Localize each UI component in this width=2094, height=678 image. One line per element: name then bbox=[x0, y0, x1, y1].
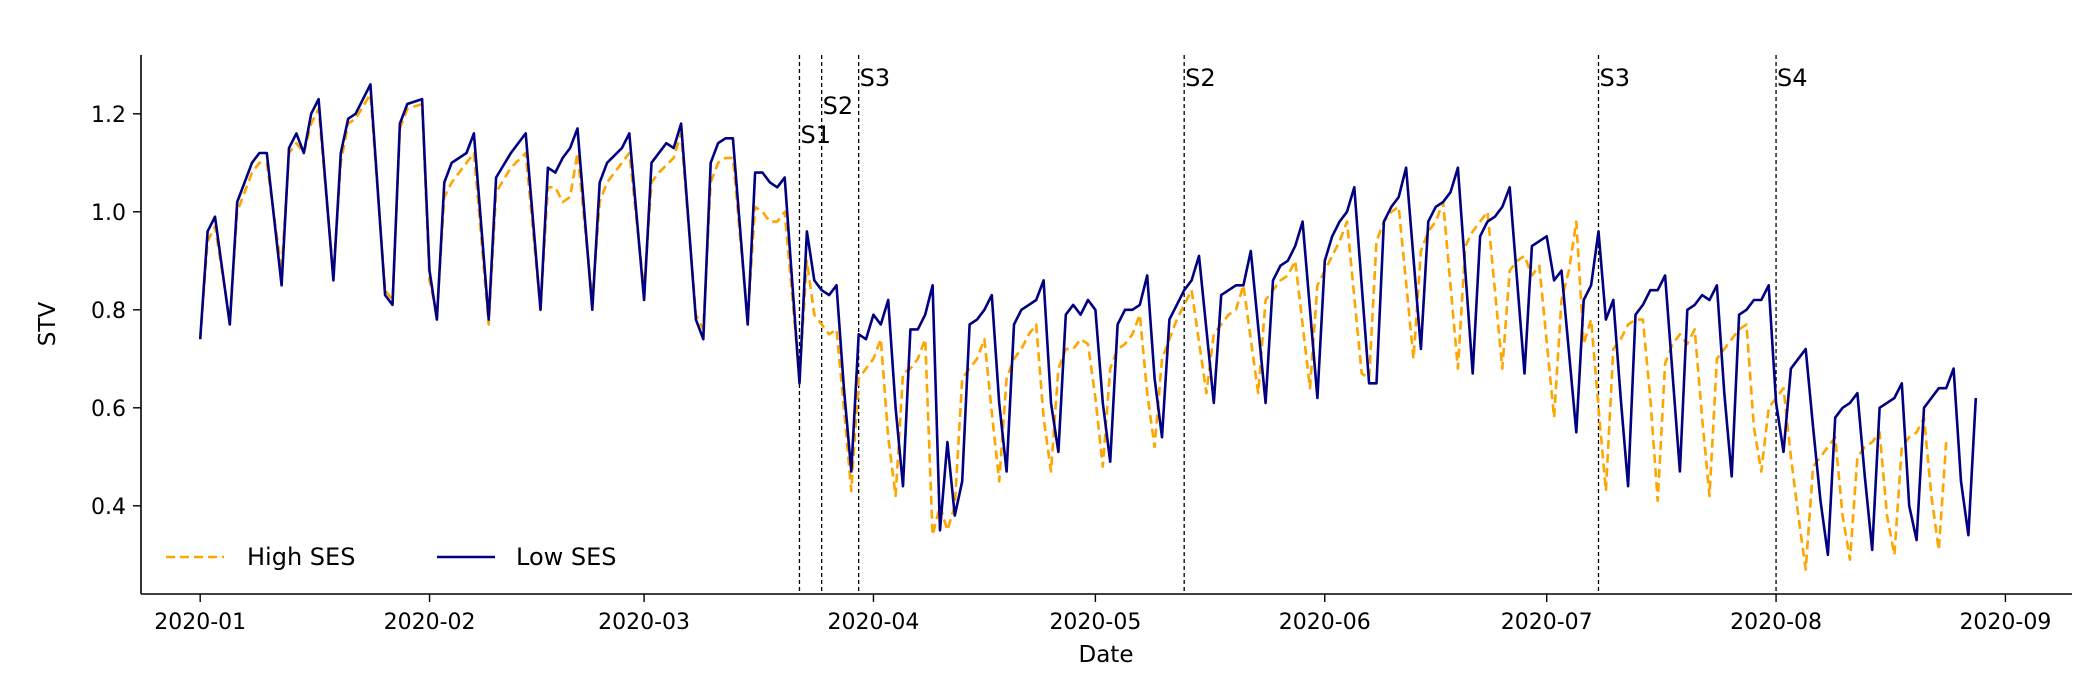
x-tick-label: 2020-03 bbox=[598, 610, 690, 635]
annotation-label-s2: S2 bbox=[823, 92, 854, 120]
annotation-label-s3: S3 bbox=[1599, 64, 1630, 92]
x-tick-label: 2020-07 bbox=[1501, 610, 1593, 635]
annotation-label-s2: S2 bbox=[1185, 64, 1216, 92]
legend-label-high-ses: High SES bbox=[247, 543, 355, 571]
y-tick-label: 0.8 bbox=[91, 299, 126, 324]
x-tick-label: 2020-08 bbox=[1730, 610, 1822, 635]
axes bbox=[140, 55, 2072, 595]
y-tick-label: 1.0 bbox=[91, 201, 126, 226]
x-tick-label: 2020-04 bbox=[827, 610, 919, 635]
annotation-label-s3: S3 bbox=[860, 64, 891, 92]
axis-ticks: 2020-01 2020-02 2020-03 2020-04 2020-05 2020-… bbox=[91, 103, 2051, 635]
annotation-label-s4: S4 bbox=[1777, 64, 1808, 92]
x-tick-label: 2020-02 bbox=[384, 610, 476, 635]
x-tick-label: 2020-09 bbox=[1959, 610, 2051, 635]
y-tick-label: 0.4 bbox=[91, 495, 126, 520]
annotation-label-s1: S1 bbox=[800, 121, 831, 149]
x-tick-label: 2020-06 bbox=[1279, 610, 1371, 635]
x-axis-title: Date bbox=[1079, 642, 1134, 668]
y-axis-title: STV bbox=[35, 302, 61, 347]
x-tick-label: 2020-05 bbox=[1049, 610, 1141, 635]
y-tick-label: 1.2 bbox=[91, 103, 126, 128]
legend-label-low-ses: Low SES bbox=[516, 543, 617, 571]
series-line-low-ses bbox=[198, 83, 1978, 557]
y-tick-label: 0.6 bbox=[91, 397, 126, 422]
legend: High SES Low SES bbox=[166, 543, 617, 571]
series-line-high-ses bbox=[198, 92, 1948, 571]
x-tick-label: 2020-01 bbox=[154, 610, 246, 635]
